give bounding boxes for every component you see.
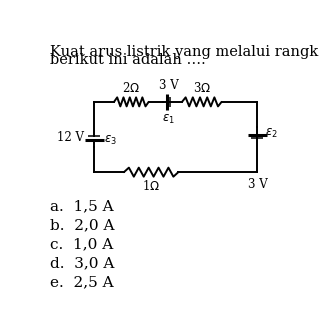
Text: 3 V: 3 V [159,79,178,92]
Text: c.  1,0 A: c. 1,0 A [50,237,113,251]
Text: berikut ini adalah ….: berikut ini adalah …. [50,53,205,67]
Text: 2$\Omega$: 2$\Omega$ [122,82,140,95]
Text: 3 V: 3 V [248,178,267,191]
Text: d.  3,0 A: d. 3,0 A [50,256,114,270]
Text: 3$\Omega$: 3$\Omega$ [193,82,211,95]
Text: e.  2,5 A: e. 2,5 A [50,275,113,289]
Text: 1$\Omega$: 1$\Omega$ [142,179,160,193]
Text: $\varepsilon_2$: $\varepsilon_2$ [265,127,278,140]
Text: $\varepsilon_1$: $\varepsilon_1$ [162,113,175,126]
Text: a.  1,5 A: a. 1,5 A [50,200,113,214]
Text: b.  2,0 A: b. 2,0 A [50,219,114,232]
Text: 12 V: 12 V [57,131,84,144]
Text: $\varepsilon_3$: $\varepsilon_3$ [104,134,117,147]
Text: Kuat arus listrik yang melalui rangkaian: Kuat arus listrik yang melalui rangkaian [50,45,319,59]
